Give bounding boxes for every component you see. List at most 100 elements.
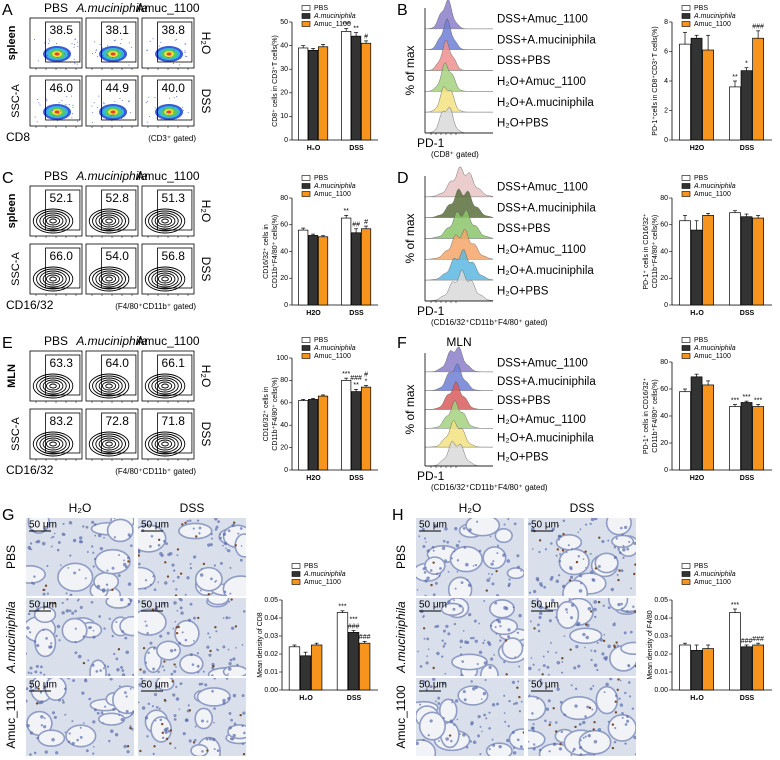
- bar: [317, 236, 329, 306]
- nucleus: [214, 580, 216, 583]
- x-axis-label: CD16/32: [6, 463, 54, 477]
- nucleus: [466, 578, 469, 581]
- row-label: DSS: [199, 422, 213, 447]
- crypt: [106, 518, 134, 543]
- nucleus: [555, 579, 560, 583]
- y-tick-label: 0: [284, 302, 288, 309]
- nucleus: [222, 645, 226, 649]
- stained-cell: [181, 523, 184, 526]
- bar: [729, 406, 741, 471]
- legend-swatch: [681, 191, 691, 197]
- nucleus: [462, 526, 466, 530]
- nucleus: [236, 663, 239, 667]
- legend-swatch: [291, 571, 301, 577]
- nucleus: [576, 623, 580, 627]
- nucleus: [202, 670, 205, 673]
- contour-line: [88, 208, 130, 234]
- y-tick-label: 0.01: [654, 669, 668, 676]
- nucleus: [159, 718, 163, 722]
- event-dot: [149, 40, 151, 42]
- nucleus: [46, 564, 49, 568]
- nucleus: [584, 735, 587, 738]
- stained-cell: [175, 626, 178, 629]
- stained-cell: [175, 631, 179, 635]
- nucleus: [228, 711, 232, 715]
- nucleus: [85, 749, 89, 753]
- nucleus: [165, 542, 168, 546]
- column-header: Amuc_1100: [136, 1, 199, 15]
- contour-line: [42, 379, 64, 393]
- nucleus: [465, 562, 469, 567]
- nucleus: [228, 661, 232, 666]
- nucleus: [95, 670, 99, 673]
- micrograph: 50 μm: [138, 678, 246, 756]
- nucleus: [163, 669, 166, 672]
- histogram-curve: [424, 269, 494, 302]
- nucleus: [628, 540, 631, 543]
- event-dot: [147, 100, 149, 102]
- nucleus: [100, 712, 103, 715]
- nucleus: [547, 699, 551, 703]
- nucleus: [109, 729, 114, 734]
- nucleus: [498, 744, 502, 749]
- event-dot: [173, 50, 175, 52]
- nucleus: [614, 694, 618, 698]
- significance-label: **: [353, 382, 359, 389]
- nucleus: [43, 527, 47, 531]
- event-dot: [106, 118, 108, 120]
- nucleus: [214, 528, 218, 531]
- event-dot: [77, 45, 79, 47]
- crypt: [569, 627, 603, 645]
- legend-swatch: [301, 13, 311, 19]
- event-dot: [179, 115, 181, 117]
- stained-cell: [597, 600, 601, 604]
- histogram-label: DSS+A.muciniphila: [497, 34, 596, 46]
- stained-cell: [590, 610, 593, 613]
- nucleus: [483, 600, 486, 602]
- nucleus: [503, 694, 506, 697]
- x-tick-label: H₂O: [690, 695, 704, 702]
- nucleus: [513, 522, 517, 526]
- x-tick-label: DSS: [349, 310, 364, 317]
- nucleus: [558, 534, 562, 539]
- micrograph: 50 μm: [138, 518, 246, 596]
- y-axis-label: SSC-A: [10, 252, 22, 286]
- nucleus: [229, 658, 233, 662]
- nucleus: [200, 567, 203, 570]
- nucleus: [26, 699, 28, 703]
- contour-line: [144, 266, 186, 292]
- nucleus: [459, 646, 462, 649]
- nucleus: [26, 626, 30, 630]
- nucleus: [610, 587, 615, 592]
- legend-swatch: [681, 21, 691, 27]
- nucleus: [187, 618, 192, 622]
- nucleus: [81, 691, 85, 695]
- contour-line: [148, 268, 182, 290]
- nucleus: [544, 719, 547, 723]
- event-dot: [119, 98, 121, 100]
- contour-line: [42, 214, 64, 228]
- nucleus: [52, 535, 55, 539]
- histogram-label: DSS+A.muciniphila: [497, 202, 596, 214]
- event-dot: [72, 106, 74, 108]
- nucleus: [99, 669, 102, 672]
- stained-cell: [602, 639, 606, 643]
- y-tick-label: 0: [664, 467, 668, 474]
- y-axis-label: CD8⁺ cells in CD3⁺T cells(%): [272, 35, 279, 127]
- nucleus: [431, 545, 435, 549]
- x-tick-label: DSS: [347, 695, 362, 702]
- histogram-curve: [424, 249, 494, 281]
- y-axis-label: CD16/32⁺ cells in: [263, 224, 270, 279]
- nucleus: [561, 660, 564, 663]
- nucleus: [574, 704, 578, 708]
- event-dot: [121, 108, 123, 110]
- nucleus: [494, 601, 498, 605]
- nucleus: [531, 548, 534, 550]
- nucleus: [518, 665, 521, 668]
- gate: [45, 79, 81, 121]
- legend-swatch: [681, 345, 691, 351]
- crypt: [506, 567, 524, 580]
- event-dot: [71, 117, 73, 119]
- nucleus: [538, 615, 542, 620]
- column-header: PBS: [44, 169, 68, 183]
